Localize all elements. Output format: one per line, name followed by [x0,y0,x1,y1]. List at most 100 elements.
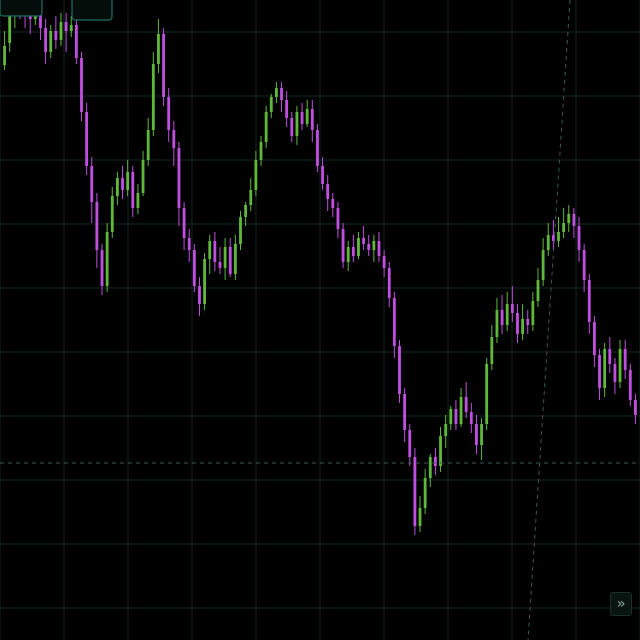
candle-body [44,28,48,52]
candle-body [259,142,263,160]
candle [228,238,232,277]
candle [59,13,63,46]
candle [274,82,278,103]
double-chevron-right-icon: » [616,596,626,612]
candle-body [310,109,314,130]
candle-body [151,64,155,130]
candle-body [321,166,324,184]
candle [177,142,181,226]
candle-body [469,412,473,424]
candle-body [326,184,330,199]
candle-body [485,364,489,424]
candle-body [233,244,237,274]
scroll-to-latest-button[interactable]: » [610,592,632,616]
candle [331,193,335,217]
candle [439,427,442,472]
candle-body [541,250,545,280]
candle [115,172,119,205]
candle-body [613,364,617,382]
candle [521,304,525,340]
candle-body [546,235,550,250]
candle [557,217,560,247]
candle [90,157,94,223]
candle [592,316,596,367]
candle [136,184,140,214]
candle [454,400,458,430]
candle [213,232,217,271]
candle [285,91,289,127]
candle [167,88,171,142]
candle [362,226,366,250]
candle-body [198,286,201,304]
candle-body [413,457,417,526]
candle [551,220,555,250]
candle [44,19,48,64]
candle-body [90,166,94,202]
candle-body [531,301,535,325]
candle [233,235,237,280]
candle [254,151,258,196]
candle-body [285,100,289,118]
candle [151,52,155,136]
candle [367,235,371,256]
candle [157,19,160,73]
candle [433,448,437,475]
candle-body [351,247,355,256]
candle [126,160,130,196]
candle-body [167,97,171,130]
candle-body [439,436,442,466]
candle-body [208,241,212,259]
candle-body [136,193,140,208]
candle [187,229,191,262]
candle-body [131,172,135,208]
candle [618,340,622,388]
candle [249,178,253,211]
candle-body [433,457,437,466]
candle [500,295,504,334]
candle [198,277,201,316]
candle [310,100,314,142]
candle [464,382,468,418]
candle [74,16,78,64]
candle-body [557,232,560,241]
candle [382,250,386,277]
candle-body [80,58,83,112]
candle-body [74,25,78,58]
candle [280,82,283,112]
candle-body [100,250,104,286]
candle-body [377,241,381,256]
candle-body [392,298,396,346]
candle [54,16,58,49]
candle [562,208,566,238]
candle-body [603,349,607,388]
candle-body [8,16,12,43]
candle-body [521,319,525,334]
candle [613,358,617,394]
candle-body [295,112,299,136]
candle [85,103,89,175]
candle-body [59,22,63,40]
candle-body [162,34,165,97]
candle [95,193,99,268]
candle [336,202,340,238]
candle-body [387,268,391,298]
crosshair-vertical [527,0,571,640]
candle [316,124,319,172]
candle-body [3,46,6,66]
candle [541,238,545,286]
candle-body [64,22,68,31]
candle [321,157,324,190]
candle-body [182,208,186,238]
candle-body [551,235,555,241]
candle-body [115,178,119,196]
candle-body [382,256,386,268]
candle-body [562,223,566,232]
candle [387,262,391,307]
candle-body [95,202,99,250]
candle-body [69,25,73,31]
candle-body [459,397,463,424]
candle-body [618,349,622,382]
candle-body [623,349,627,370]
